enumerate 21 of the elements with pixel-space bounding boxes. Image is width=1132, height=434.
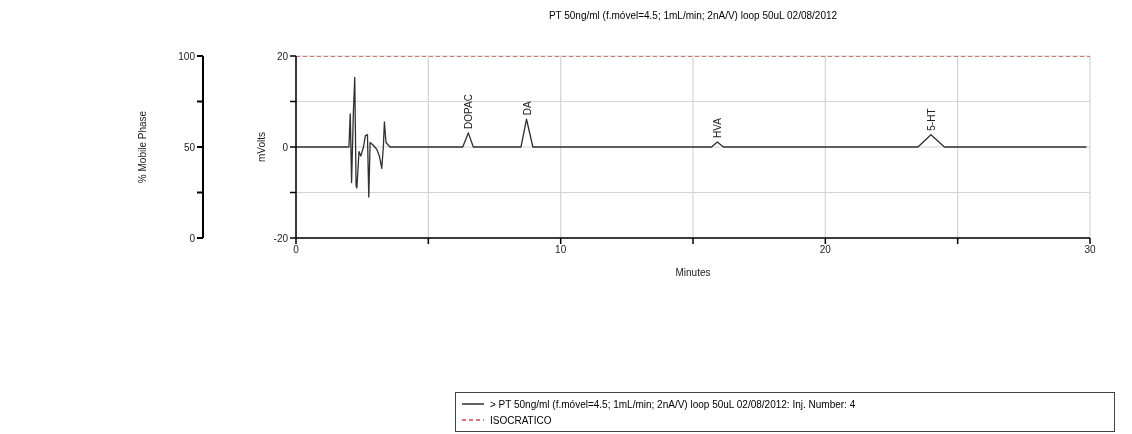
y-axis-title: mVolts [255,131,267,163]
y-tick-label: 20 [276,50,289,62]
legend-label: ISOCRATICO [490,414,552,426]
y-tick-label: 0 [282,141,289,153]
x-tick-label: 30 [1084,244,1096,256]
y2-axis-title: % Mobile Phase [136,110,148,184]
chart-title: PT 50ng/ml (f.móvel=4.5; 1mL/min; 2nA/V) loop 50uL 02/08/2012 [547,10,839,21]
x-axis-title: Minutes [675,267,711,278]
y2-tick-label: 50 [183,141,196,153]
annotation: DOPAC [463,94,475,129]
y2-tick-label: 0 [189,232,196,244]
x-tick-label: 20 [819,244,832,256]
line-series [296,76,1088,198]
x-tick-label: 0 [293,244,300,256]
annotation: HVA [712,117,724,138]
y2-tick-label: 100 [178,50,196,62]
y-tick-label: -20 [273,232,289,244]
x-tick-label: 10 [555,244,567,256]
annotation: 5-HT [925,108,937,131]
annotation: DA [521,101,533,116]
legend-label: > PT 50ng/ml (f.móvel=4.5; 1mL/min; 2nA/V) loop 50uL 02/08/2012: Inj. Number: 4 [490,398,856,410]
